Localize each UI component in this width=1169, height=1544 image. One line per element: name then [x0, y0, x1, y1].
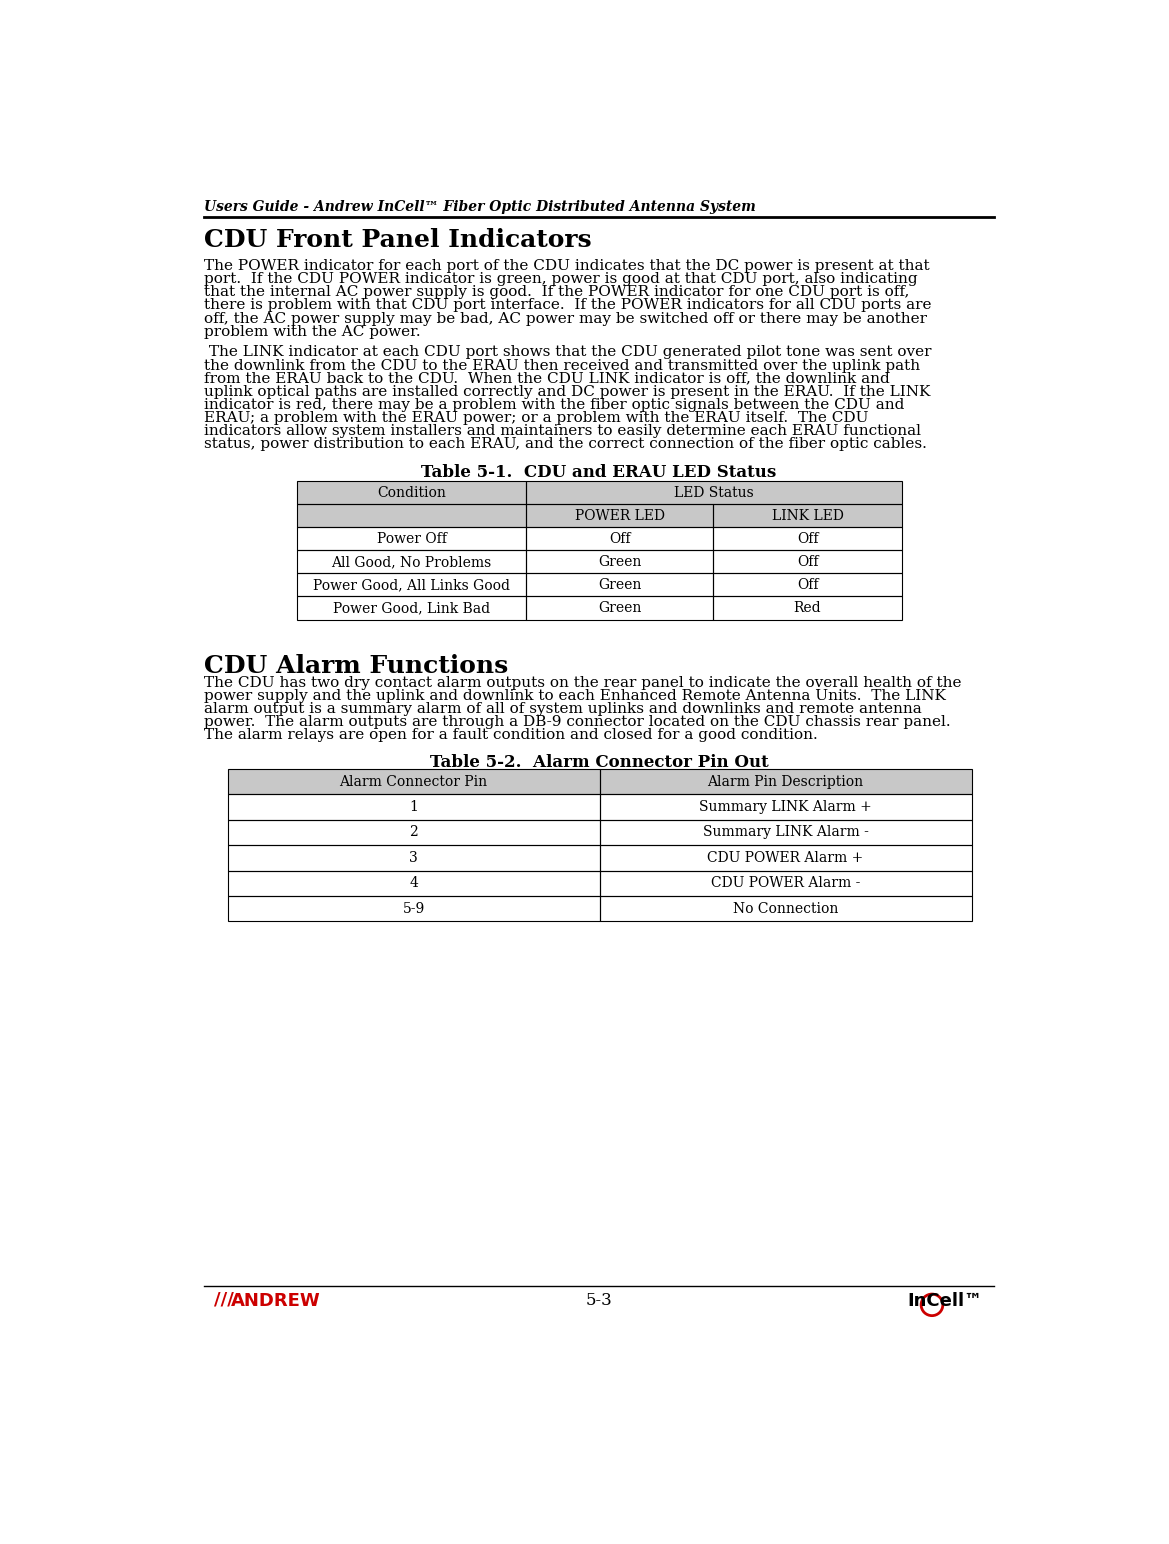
Text: Power Good, Link Bad: Power Good, Link Bad	[333, 601, 490, 615]
Bar	[526, 503, 713, 527]
Text: All Good, No Problems: All Good, No Problems	[332, 554, 492, 568]
Bar	[228, 769, 600, 794]
Text: ANDREW: ANDREW	[231, 1292, 321, 1309]
Bar	[600, 769, 971, 794]
Bar	[713, 550, 901, 573]
Text: Alarm Pin Description: Alarm Pin Description	[707, 775, 864, 789]
Text: Off: Off	[609, 531, 630, 545]
Text: Green: Green	[599, 601, 642, 615]
Text: 2: 2	[409, 826, 417, 840]
Text: Table 5-1.  CDU and ERAU LED Status: Table 5-1. CDU and ERAU LED Status	[422, 465, 776, 482]
Text: 5-3: 5-3	[586, 1292, 613, 1309]
Text: uplink optical paths are installed correctly and DC power is present in the ERAU: uplink optical paths are installed corre…	[205, 384, 931, 398]
Text: Condition: Condition	[378, 485, 447, 500]
Bar	[297, 596, 526, 619]
Text: from the ERAU back to the CDU.  When the CDU LINK indicator is off, the downlink: from the ERAU back to the CDU. When the …	[205, 372, 890, 386]
Text: CDU Front Panel Indicators: CDU Front Panel Indicators	[205, 229, 592, 252]
Text: 4: 4	[409, 877, 419, 891]
Text: Power Off: Power Off	[376, 531, 447, 545]
Bar	[526, 596, 713, 619]
Text: off, the AC power supply may be bad, AC power may be switched off or there may b: off, the AC power supply may be bad, AC …	[205, 312, 927, 326]
Bar	[713, 573, 901, 596]
Text: power.  The alarm outputs are through a DB-9 connector located on the CDU chassi: power. The alarm outputs are through a D…	[205, 715, 950, 729]
Text: that the internal AC power supply is good.  If the POWER indicator for one CDU p: that the internal AC power supply is goo…	[205, 286, 909, 300]
Text: Power Good, All Links Good: Power Good, All Links Good	[313, 577, 510, 591]
Bar	[297, 503, 526, 527]
Text: Summary LINK Alarm -: Summary LINK Alarm -	[703, 826, 869, 840]
Bar	[713, 596, 901, 619]
Bar	[600, 820, 971, 845]
Text: the downlink from the CDU to the ERAU then received and transmitted over the upl: the downlink from the CDU to the ERAU th…	[205, 358, 920, 372]
Bar	[297, 550, 526, 573]
Text: The alarm relays are open for a fault condition and closed for a good condition.: The alarm relays are open for a fault co…	[205, 729, 818, 743]
Bar	[228, 820, 600, 845]
Text: The CDU has two dry contact alarm outputs on the rear panel to indicate the over: The CDU has two dry contact alarm output…	[205, 676, 962, 690]
Text: Table 5-2.  Alarm Connector Pin Out: Table 5-2. Alarm Connector Pin Out	[430, 753, 768, 770]
Text: LINK LED: LINK LED	[772, 508, 844, 522]
Text: The LINK indicator at each CDU port shows that the CDU generated pilot tone was : The LINK indicator at each CDU port show…	[205, 346, 932, 360]
Bar	[297, 482, 526, 503]
Bar	[713, 503, 901, 527]
Bar	[600, 896, 971, 922]
Text: ERAU; a problem with the ERAU power; or a problem with the ERAU itself.  The CDU: ERAU; a problem with the ERAU power; or …	[205, 411, 869, 425]
Text: ///: ///	[214, 1291, 234, 1308]
Bar	[526, 482, 901, 503]
Text: Summary LINK Alarm +: Summary LINK Alarm +	[699, 800, 872, 814]
Bar	[526, 573, 713, 596]
Text: CDU Alarm Functions: CDU Alarm Functions	[205, 655, 509, 678]
Bar	[600, 845, 971, 871]
Bar	[228, 845, 600, 871]
Text: POWER LED: POWER LED	[575, 508, 665, 522]
Text: Off: Off	[797, 531, 818, 545]
Text: indicator is red, there may be a problem with the fiber optic signals between th: indicator is red, there may be a problem…	[205, 398, 905, 412]
Text: power supply and the uplink and downlink to each Enhanced Remote Antenna Units. : power supply and the uplink and downlink…	[205, 689, 946, 703]
Text: Green: Green	[599, 577, 642, 591]
Text: port.  If the CDU POWER indicator is green, power is good at that CDU port, also: port. If the CDU POWER indicator is gree…	[205, 272, 918, 286]
Bar	[228, 871, 600, 896]
Bar	[600, 871, 971, 896]
Text: indicators allow system installers and maintainers to easily determine each ERAU: indicators allow system installers and m…	[205, 425, 921, 438]
Bar	[526, 527, 713, 550]
Text: LED Status: LED Status	[675, 485, 754, 500]
Bar	[297, 573, 526, 596]
Bar	[228, 794, 600, 820]
Bar	[297, 482, 526, 503]
Bar	[526, 550, 713, 573]
Text: problem with the AC power.: problem with the AC power.	[205, 324, 421, 338]
Bar	[713, 503, 901, 527]
Text: No Connection: No Connection	[733, 902, 838, 916]
Text: CDU POWER Alarm +: CDU POWER Alarm +	[707, 851, 864, 865]
Text: there is problem with that CDU port interface.  If the POWER indicators for all : there is problem with that CDU port inte…	[205, 298, 932, 312]
Text: CDU POWER Alarm -: CDU POWER Alarm -	[711, 877, 860, 891]
Bar	[228, 896, 600, 922]
Text: Off: Off	[797, 554, 818, 568]
Text: Users Guide - Andrew InCell™ Fiber Optic Distributed Antenna System: Users Guide - Andrew InCell™ Fiber Optic…	[205, 199, 756, 215]
Text: status, power distribution to each ERAU, and the correct connection of the fiber: status, power distribution to each ERAU,…	[205, 437, 927, 451]
Text: Off: Off	[797, 577, 818, 591]
Text: Red: Red	[794, 601, 822, 615]
Text: 1: 1	[409, 800, 419, 814]
Bar	[713, 527, 901, 550]
Bar	[228, 769, 600, 794]
Bar	[526, 482, 901, 503]
Text: alarm output is a summary alarm of all of system uplinks and downlinks and remot: alarm output is a summary alarm of all o…	[205, 703, 922, 716]
Bar	[600, 794, 971, 820]
Bar	[600, 769, 971, 794]
Text: 5-9: 5-9	[402, 902, 424, 916]
Bar	[297, 503, 526, 527]
Text: The POWER indicator for each port of the CDU indicates that the DC power is pres: The POWER indicator for each port of the…	[205, 259, 929, 273]
Text: Alarm Connector Pin: Alarm Connector Pin	[339, 775, 487, 789]
Text: InCell™: InCell™	[907, 1292, 982, 1309]
Text: 3: 3	[409, 851, 417, 865]
Text: Green: Green	[599, 554, 642, 568]
Bar	[526, 503, 713, 527]
Bar	[297, 527, 526, 550]
